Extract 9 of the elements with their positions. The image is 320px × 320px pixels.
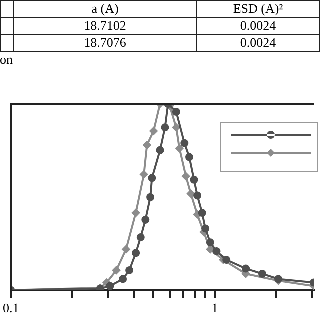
text: on [0,52,13,68]
text: 0.0024 [196,34,320,52]
text: 0.0024 [196,18,320,34]
text: 18.7102 [14,18,197,34]
text: a (A) [14,0,197,18]
text: 18.7076 [14,34,197,52]
x-tick-label: 0.1 [3,300,20,316]
text: ESD (A)² [196,0,320,18]
x-tick-label: 1 [212,300,218,316]
